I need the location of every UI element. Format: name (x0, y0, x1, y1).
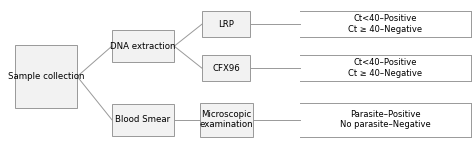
FancyBboxPatch shape (202, 55, 250, 81)
Text: Blood Smear: Blood Smear (116, 115, 171, 124)
FancyBboxPatch shape (200, 103, 253, 137)
FancyBboxPatch shape (112, 30, 174, 62)
FancyBboxPatch shape (15, 45, 77, 108)
FancyBboxPatch shape (112, 104, 174, 136)
Text: CFX96: CFX96 (212, 64, 240, 73)
Text: Parasite–Positive
No parasite–Negative: Parasite–Positive No parasite–Negative (340, 110, 431, 129)
Text: LRP: LRP (218, 20, 234, 29)
Text: Microscopic
examination: Microscopic examination (200, 110, 253, 129)
Text: Sample collection: Sample collection (8, 72, 84, 81)
Text: Ct<40–Positive
Ct ≥ 40–Negative: Ct<40–Positive Ct ≥ 40–Negative (348, 58, 423, 78)
FancyBboxPatch shape (202, 11, 250, 37)
Text: Ct<40–Positive
Ct ≥ 40–Negative: Ct<40–Positive Ct ≥ 40–Negative (348, 15, 423, 34)
Text: DNA extraction: DNA extraction (110, 42, 176, 51)
